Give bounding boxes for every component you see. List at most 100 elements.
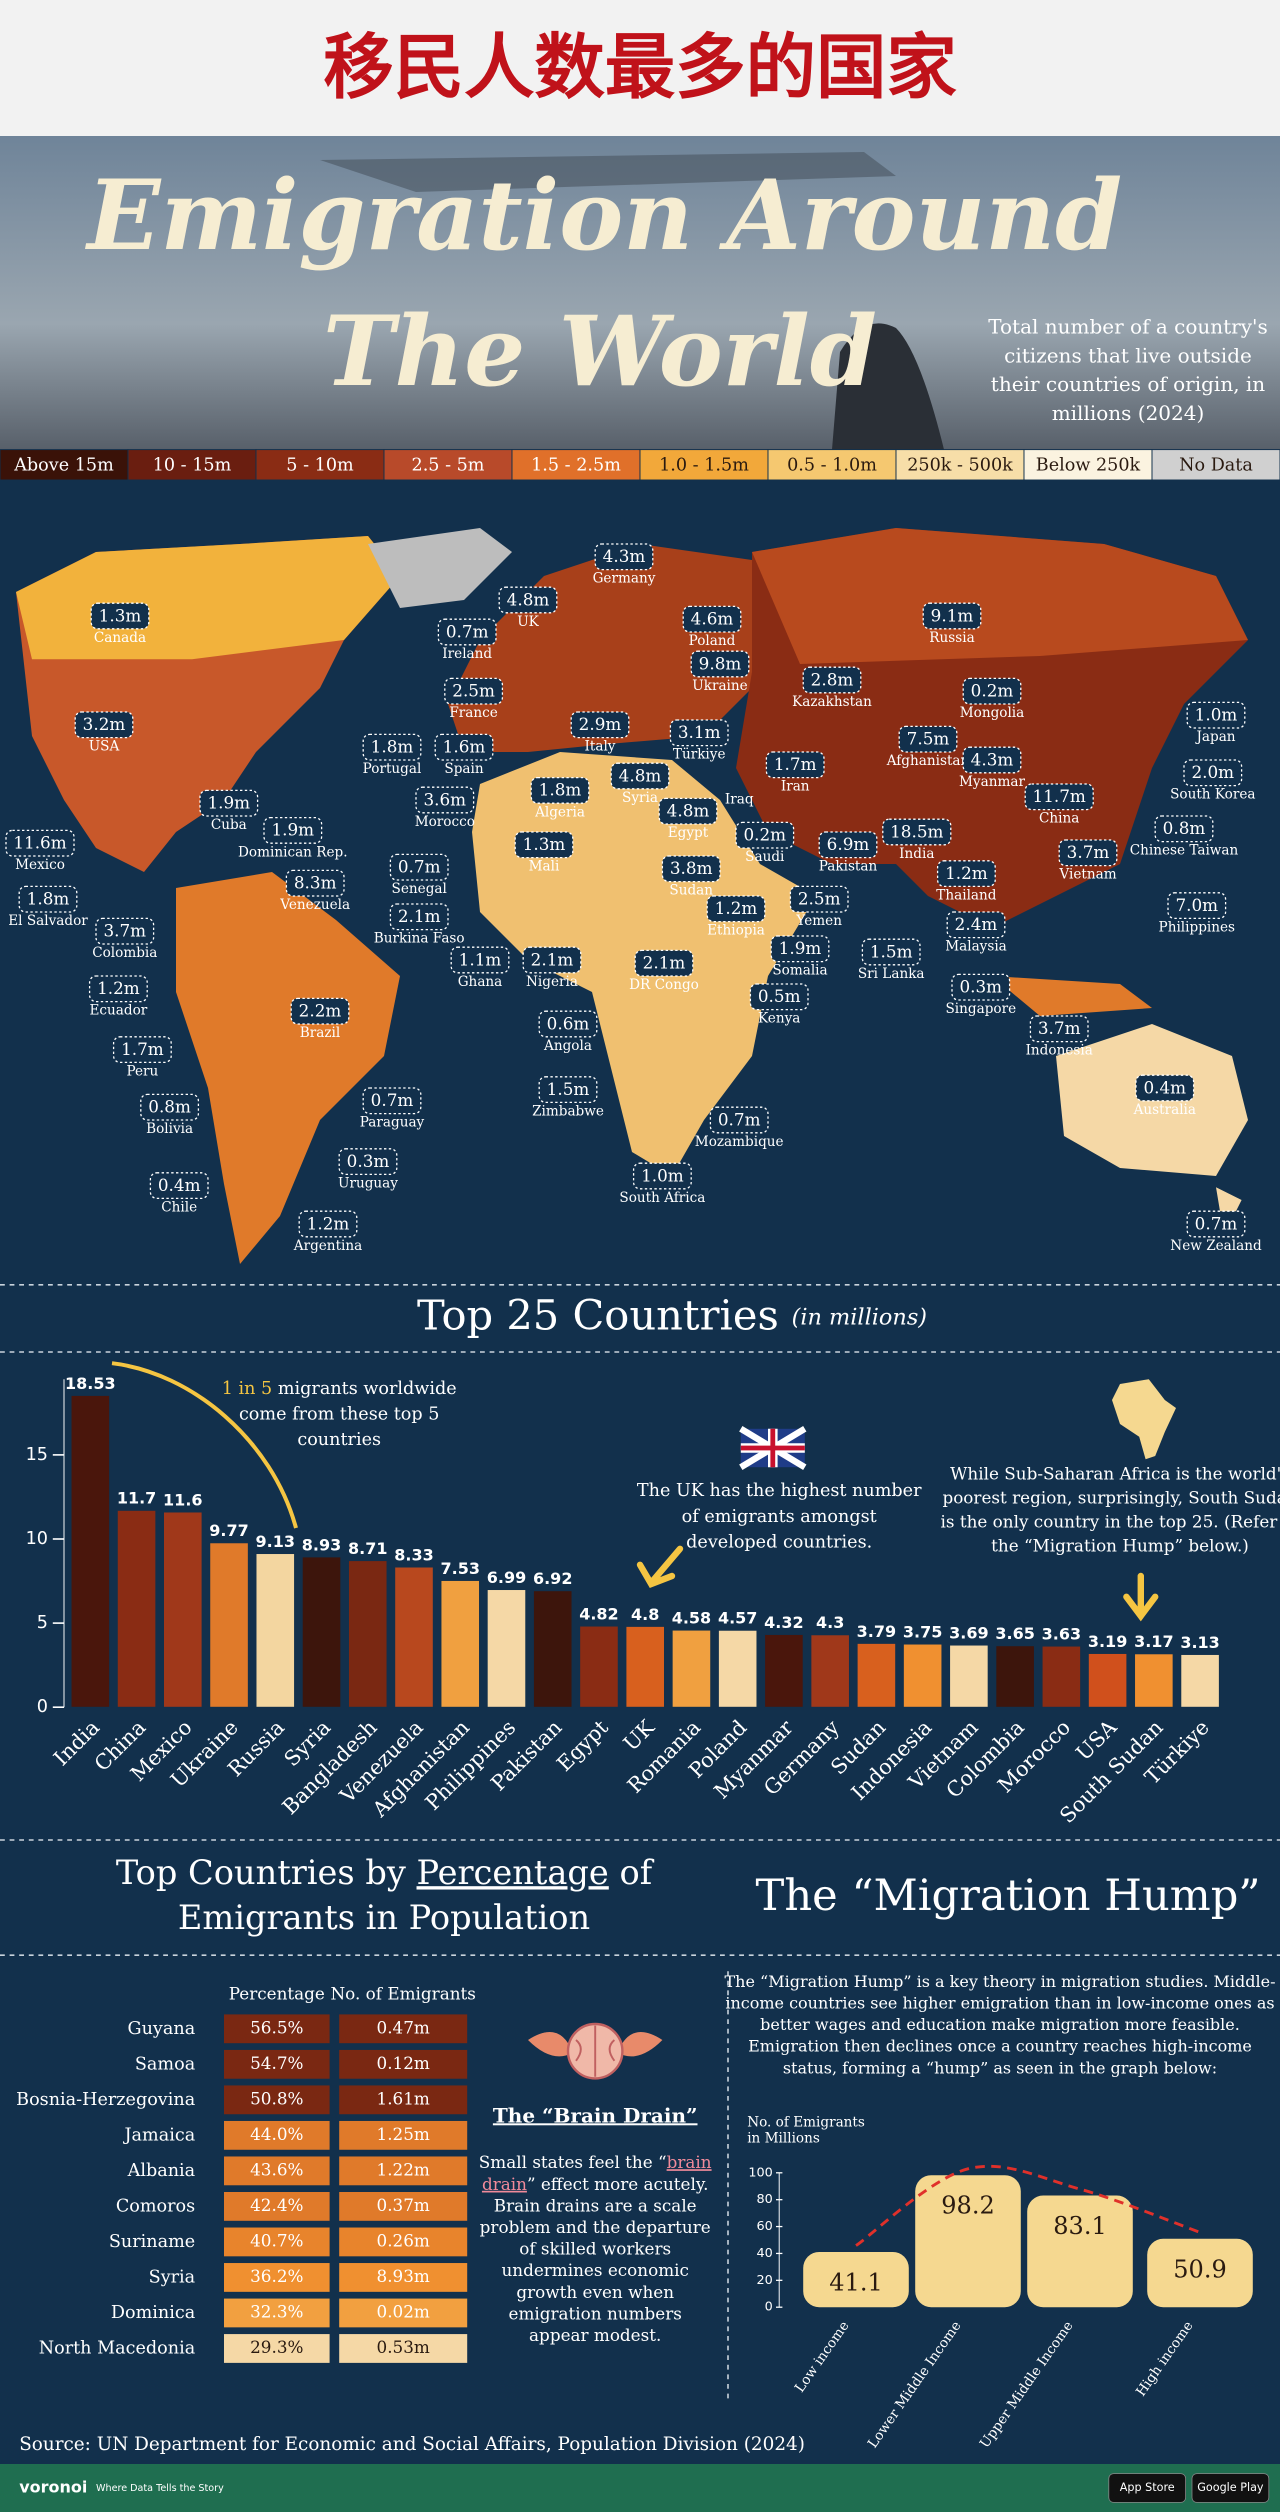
brain-drain-part: ” effect more acutely.: [527, 2173, 709, 2193]
bar: [625, 1626, 665, 1708]
map-label-value: 1.8m: [27, 889, 70, 909]
brain-drain-part: undermines economic: [501, 2260, 688, 2280]
chart-description: status, forming a “hump” as seen in the …: [783, 2058, 1217, 2077]
wings-icon: [528, 2032, 663, 2057]
value-label: 8.93: [302, 1535, 341, 1554]
chart-title-text: Top 25 Countries: [417, 1290, 779, 1339]
south-america: [176, 872, 400, 1264]
value-label: 4.8: [631, 1605, 659, 1624]
store-badge[interactable]: [1191, 2473, 1270, 2503]
map-label-name: South Korea: [1170, 787, 1255, 803]
map-label-name: Vietnam: [1058, 867, 1116, 883]
map-label-name: Venezuela: [279, 897, 350, 913]
value-label: 3.13: [1180, 1633, 1219, 1652]
column-header: No. of Emigrants: [330, 1984, 475, 2004]
y-tick-label: 100: [748, 2165, 772, 2180]
map-label-value: 1.9m: [207, 793, 250, 813]
map-label-value: 4.8m: [507, 589, 550, 609]
table-cell: [224, 2049, 330, 2079]
bar: [1180, 1654, 1220, 1708]
table-cell: [339, 2120, 468, 2150]
map-label-box: [112, 1036, 172, 1064]
bar: [1027, 2195, 1133, 2308]
map-label-name: Afghanistan: [886, 753, 970, 769]
map-label-box: [1154, 815, 1214, 843]
map-label-box: [1029, 1015, 1089, 1043]
map-label-name: USA: [89, 739, 120, 755]
map-label-name: India: [899, 846, 934, 862]
annotation: of emigrants amongst: [682, 1507, 877, 1527]
store-badge[interactable]: [1108, 2473, 1186, 2503]
value-label: 4.32: [764, 1613, 803, 1632]
legend-label: 10 - 15m: [153, 456, 232, 476]
legend-swatch: [255, 449, 385, 481]
legend-label: 5 - 10m: [286, 456, 354, 476]
map-label-box: [450, 946, 510, 974]
map-label-value: 1.5m: [870, 941, 913, 961]
map-label-name: Chile: [161, 1200, 197, 1216]
map-label-value: 2.4m: [955, 914, 998, 934]
table-cell: [224, 2298, 330, 2328]
map-label-box: [95, 917, 155, 945]
table-cell: [339, 2085, 468, 2115]
table-cell: [339, 2227, 468, 2257]
value-label: 7.53: [440, 1559, 479, 1578]
brain-drain-text: drain” effect more acutely.: [482, 2173, 709, 2193]
map-label-box: [594, 543, 654, 571]
footer-band: [0, 2464, 1280, 2512]
cell-value: 8.93m: [377, 2266, 430, 2286]
y-axis-label: in Millions: [747, 2131, 820, 2147]
y-tick-label: 60: [757, 2219, 773, 2234]
map-label-name: Italy: [585, 739, 616, 755]
brain-drain-text: emigration numbers: [509, 2303, 682, 2323]
map-label-name: France: [449, 705, 497, 721]
map-label-box: [882, 818, 952, 846]
value-label: 8.33: [394, 1545, 433, 1564]
map-label-value: 0.6m: [547, 1013, 590, 1033]
map-label-box: [514, 831, 574, 859]
cell-value: 44.0%: [250, 2124, 303, 2144]
bar: [440, 1580, 480, 1708]
annotation-text: come from these top 5: [239, 1404, 439, 1424]
annotation: 1 in 5 migrants worldwide: [222, 1379, 457, 1399]
bar: [856, 1643, 897, 1708]
store-badge-label: Google Play: [1197, 2481, 1264, 2494]
map-label-box: [962, 677, 1022, 705]
map-label-name: Portugal: [363, 761, 422, 777]
map-label-box: [362, 733, 422, 761]
value-label: 3.63: [1042, 1624, 1081, 1643]
table-title-part: of: [609, 1853, 655, 1892]
cell-value: 56.5%: [250, 2017, 303, 2037]
map-label-value: 1.0m: [1195, 705, 1238, 725]
map-label-name: Ethiopia: [707, 923, 765, 939]
hero-subtitle: Total number of a country's: [988, 315, 1268, 339]
annotation: While Sub-Saharan Africa is the world's: [950, 1464, 1280, 1484]
legend-label: 1.0 - 1.5m: [659, 456, 749, 476]
table-title-part: Top Countries by: [116, 1853, 417, 1892]
map-label-name: Mongolia: [960, 705, 1025, 721]
map-label-value: 1.2m: [945, 863, 988, 883]
map-label-value: 1.3m: [523, 834, 566, 854]
value-label: 4.82: [579, 1604, 618, 1623]
map-label-box: [538, 1076, 598, 1104]
value-label: 9.77: [209, 1521, 248, 1540]
cell-value: 0.47m: [377, 2017, 430, 2037]
map-label-name: Poland: [689, 633, 736, 649]
brain-drain-text: of skilled workers: [519, 2238, 671, 2258]
map-label-name: Mozambique: [695, 1134, 784, 1150]
arrow: [1123, 1572, 1159, 1622]
hero-background: [0, 136, 1280, 450]
map-label-box: [415, 786, 475, 814]
map-label-name: Mexico: [15, 857, 65, 873]
map-label-name: Russia: [929, 630, 974, 646]
brain-drain-text: appear modest.: [529, 2325, 661, 2345]
map-label-name: Zimbabwe: [532, 1104, 604, 1120]
table-cell: [339, 2156, 468, 2186]
map-label-box: [610, 762, 670, 790]
value-label: 4.57: [718, 1609, 757, 1628]
map-label-value: 1.5m: [547, 1079, 590, 1099]
bar: [163, 1511, 203, 1708]
map-label-name: Spain: [444, 761, 483, 777]
table-title: Top Countries by Percentage of: [116, 1853, 655, 1892]
map-label-name: Canada: [94, 630, 146, 646]
